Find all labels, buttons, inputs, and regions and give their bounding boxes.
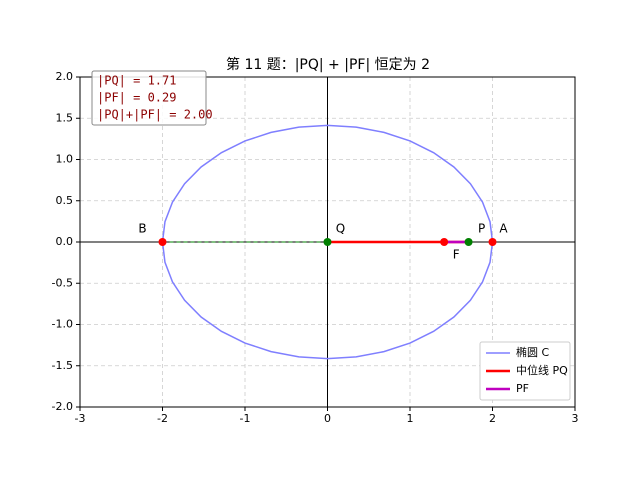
- x-tick-label: -2: [157, 412, 168, 425]
- y-tick-label: -1.5: [52, 359, 73, 372]
- point: [488, 238, 497, 246]
- x-tick-label: -3: [75, 412, 86, 425]
- point-label: Q: [336, 222, 345, 236]
- point-label: P: [478, 222, 485, 236]
- y-tick-label: -0.5: [52, 276, 73, 289]
- legend-box: [479, 341, 571, 401]
- y-tick-label: 0.0: [56, 235, 74, 248]
- y-tick-label: 0.5: [56, 194, 74, 207]
- y-tick-label: 1.0: [56, 153, 74, 166]
- info-text: |PQ|+|PF| = 2.00: [97, 108, 213, 122]
- legend-label: 中位线 PQ: [516, 363, 568, 377]
- legend-label: 椭圆 C: [516, 345, 549, 359]
- legend-label: PF: [516, 382, 529, 395]
- y-tick-label: 1.5: [56, 111, 74, 124]
- chart-title: 第 11 题：|PQ| + |PF| 恒定为 2: [226, 56, 430, 73]
- y-tick-label: -1.0: [52, 318, 73, 331]
- point: [440, 238, 449, 246]
- x-tick-label: 3: [572, 412, 579, 425]
- plot-frame: [79, 76, 576, 408]
- info-text: |PQ| = 1.71: [97, 74, 176, 88]
- x-tick-label: 0: [324, 412, 331, 425]
- x-tick-label: -1: [240, 412, 251, 425]
- point: [464, 238, 473, 246]
- point-label: B: [138, 222, 146, 236]
- y-tick-label: 2.0: [56, 70, 74, 83]
- info-text: |PF| = 0.29: [97, 91, 176, 105]
- info-box: [91, 70, 207, 126]
- point: [323, 238, 332, 246]
- y-tick-label: -2.0: [52, 400, 73, 413]
- x-tick-label: 2: [489, 412, 496, 425]
- point-label: A: [499, 222, 508, 236]
- x-tick-label: 1: [407, 412, 414, 425]
- point-label: F: [453, 248, 460, 262]
- point: [158, 238, 167, 246]
